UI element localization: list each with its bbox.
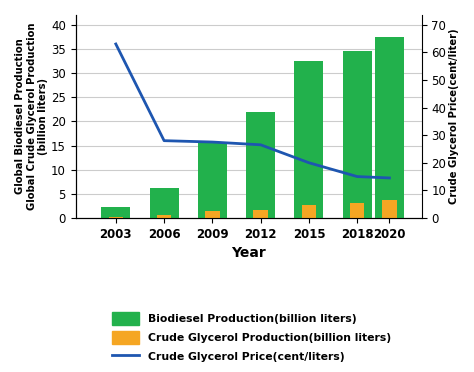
Legend: Biodiesel Production(billion liters), Crude Glycerol Production(billion liters),: Biodiesel Production(billion liters), Cr… [109,308,394,366]
Bar [157,215,171,218]
Bar [350,202,365,218]
Y-axis label: Global Biodiesel Production
Global Crude Glycerol Production
(billion liters): Global Biodiesel Production Global Crude… [15,23,48,210]
Bar [205,211,219,218]
Bar [109,217,123,218]
X-axis label: Year: Year [231,246,266,260]
Bar [150,188,179,218]
Bar [382,200,397,218]
Bar [302,205,316,218]
Y-axis label: Crude Glycerol Price(cent/liter): Crude Glycerol Price(cent/liter) [449,29,459,204]
Bar [254,210,268,218]
Bar [343,51,372,218]
Bar [198,143,227,218]
Bar [375,37,404,218]
Bar [246,112,275,218]
Bar [101,207,130,218]
Bar [294,61,323,218]
